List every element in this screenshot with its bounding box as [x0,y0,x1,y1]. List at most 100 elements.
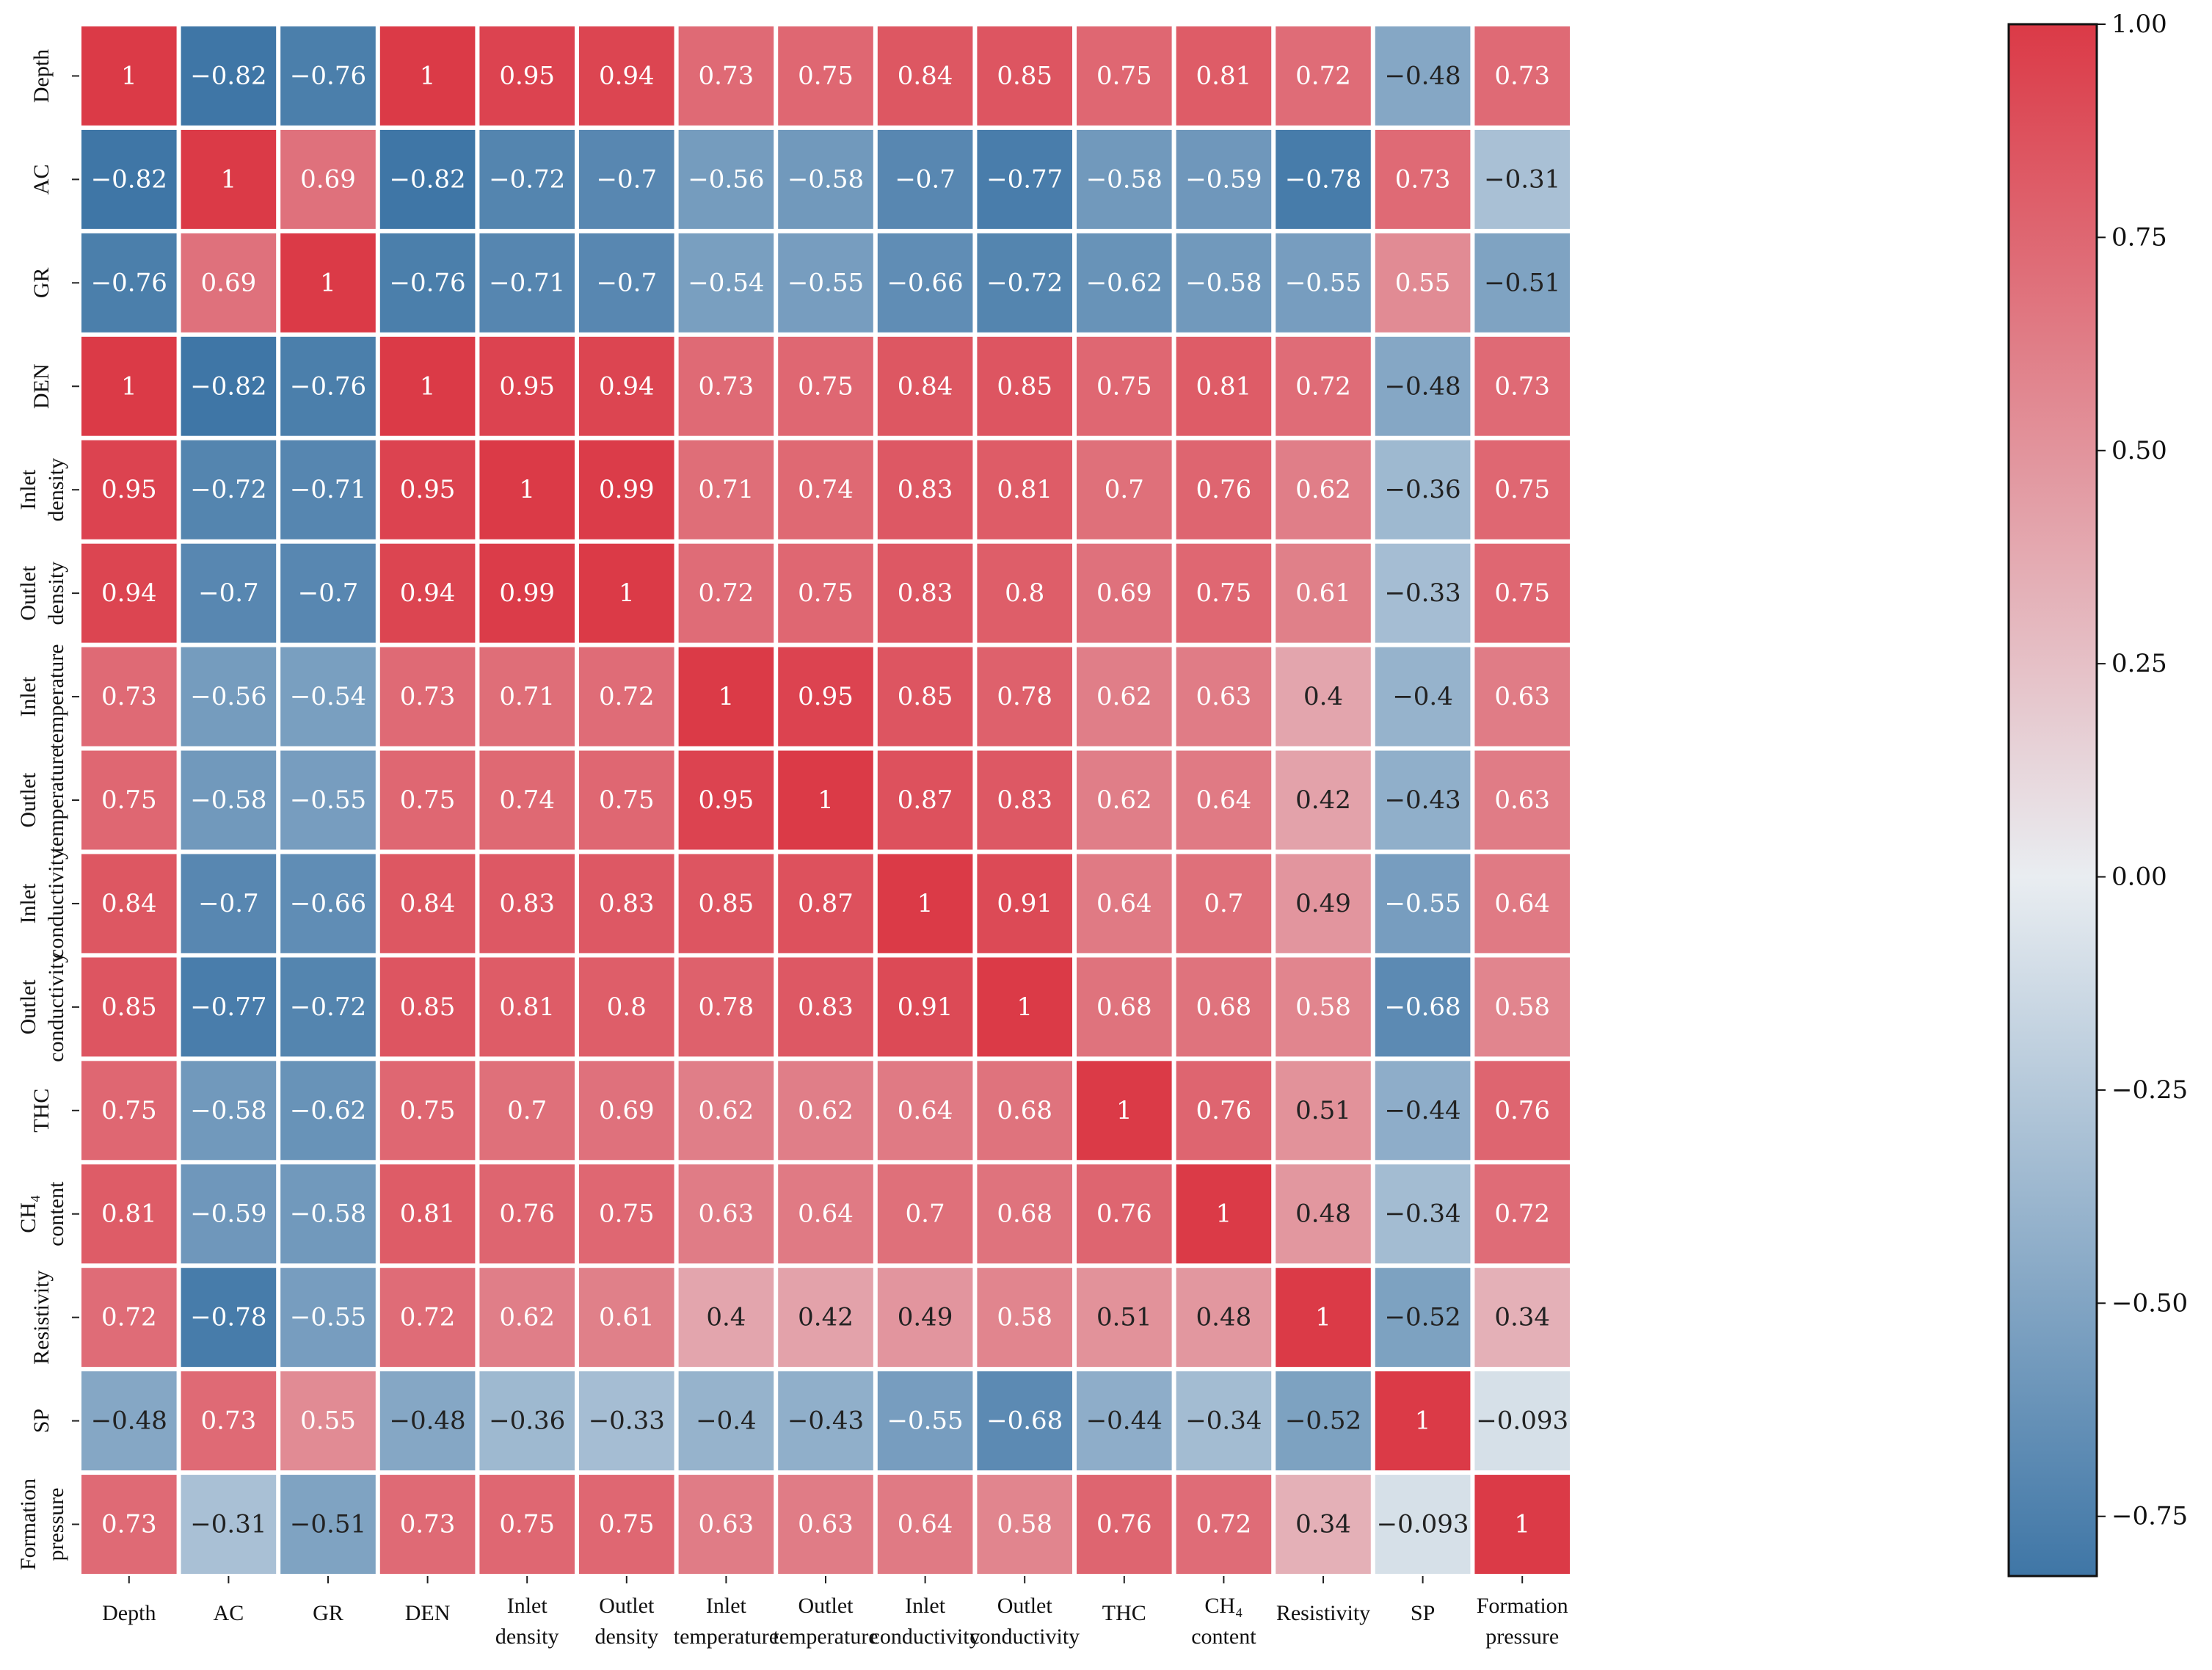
cell-value-label: 0.81 [400,1199,456,1229]
cell-value-label: 0.81 [1196,371,1252,401]
cell-value-label: 0.75 [101,1096,157,1125]
heatmap-cell [1176,26,1272,126]
cell-value-label: 0.48 [1295,1199,1351,1229]
heatmap-cell [479,854,575,954]
heatmap-cell [1176,1164,1272,1264]
y-tick-label: Outlet [16,565,40,621]
heatmap-cell [1375,1371,1471,1471]
heatmap-cell [280,440,376,540]
y-tick-label: pressure [44,1488,68,1561]
heatmap-cell [280,957,376,1057]
heatmap-cell [181,1061,277,1161]
heatmap-cell [678,129,774,229]
cell-value-label: 0.69 [300,164,356,194]
cell-value-label: 0.76 [1196,1096,1252,1125]
heatmap-cell [778,854,873,954]
cell-value-label: 0.75 [798,371,854,401]
cell-value-label: 0.75 [1096,61,1152,90]
heatmap-cell [1276,233,1371,333]
heatmap-cell [877,750,973,850]
heatmap-cell [479,1371,575,1471]
x-tick-label: SP [1411,1601,1435,1625]
cell-value-label: −0.33 [589,1406,665,1436]
cell-value-label: −0.7 [895,164,956,194]
heatmap-cell [1176,957,1272,1057]
cell-value-label: −0.4 [696,1406,757,1436]
heatmap-cell [1474,1268,1570,1368]
cell-value-label: 0.76 [1096,1510,1152,1539]
cell-value-label: −0.55 [787,268,864,297]
heatmap-cell [479,26,575,126]
heatmap-cell [379,233,476,333]
heatmap-cell [1276,1475,1371,1574]
cell-value-label: 0.94 [400,578,456,608]
cell-value-label: 1 [221,164,237,194]
cell-value-label: 0.84 [898,371,953,401]
heatmap-cell [877,647,973,747]
heatmap-cell [81,1268,177,1368]
cell-value-label: 0.84 [898,61,953,90]
cell-value-label: −0.34 [1185,1406,1262,1436]
cell-value-label: 0.4 [1303,682,1343,711]
heatmap-cell [1276,1371,1371,1471]
cell-value-label: 0.4 [706,1303,746,1332]
cell-value-label: −0.59 [190,1199,266,1229]
cell-value-label: 0.72 [1295,61,1351,90]
heatmap-cell [977,1475,1072,1574]
cell-value-label: 0.75 [400,785,456,815]
cell-value-label: 0.64 [898,1096,953,1125]
cell-value-label: 0.69 [201,268,257,297]
cell-value-label: 0.95 [798,682,854,711]
cell-value-label: 1 [320,268,336,297]
cell-value-label: 0.63 [699,1510,754,1539]
cell-value-label: 0.85 [400,992,456,1022]
heatmap-cell [1375,1164,1471,1264]
cell-value-label: −0.7 [198,889,259,918]
cell-value-label: 0.73 [101,1510,157,1539]
heatmap-cell [778,543,873,643]
heatmap-cell [479,1268,575,1368]
y-tick-label: AC [29,164,54,195]
heatmap-cell [280,1371,376,1471]
cell-value-label: 0.73 [400,682,456,711]
cell-value-label: 0.63 [699,1199,754,1229]
heatmap-cell [977,1164,1072,1264]
heatmap-cell [678,957,774,1057]
cell-value-label: −0.77 [190,992,266,1022]
cell-value-label: −0.55 [290,1303,366,1332]
heatmap-cell [1474,1164,1570,1264]
cell-value-label: −0.66 [290,889,366,918]
heatmap-cell [181,1371,277,1471]
heatmap-cell [678,543,774,643]
cell-value-label: 0.85 [997,61,1052,90]
heatmap-cell [977,440,1072,540]
heatmap-cell [1375,1061,1471,1161]
heatmap-cell [877,1371,973,1471]
cell-value-label: −0.093 [1377,1510,1469,1539]
cell-value-label: 0.75 [798,578,854,608]
heatmap-cell [181,957,277,1057]
cell-value-label: −0.71 [489,268,565,297]
cell-value-label: −0.33 [1384,578,1460,608]
cell-value-label: −0.82 [389,164,465,194]
heatmap-cell [280,1268,376,1368]
cell-value-label: 0.87 [798,889,854,918]
heatmap-cell [579,957,674,1057]
heatmap-cell [280,129,376,229]
heatmap-cell [1276,854,1371,954]
y-tick-label: Formation [16,1478,40,1570]
heatmap-cell [479,336,575,436]
cell-value-label: −0.77 [986,164,1063,194]
cell-value-label: −0.72 [290,992,366,1022]
heatmap-cell [977,26,1072,126]
colorbar-tick-label: 1.00 [2111,10,2167,39]
colorbar-tick-label: −0.25 [2111,1075,2188,1105]
heatmap-cell [81,1061,177,1161]
heatmap-cell [280,1164,376,1264]
cell-value-label: 0.51 [1096,1303,1152,1332]
heatmap-cell [181,647,277,747]
x-tick-label: conductivity [870,1624,981,1649]
heatmap-cell [1474,1061,1570,1161]
cell-value-label: 0.49 [898,1303,953,1332]
